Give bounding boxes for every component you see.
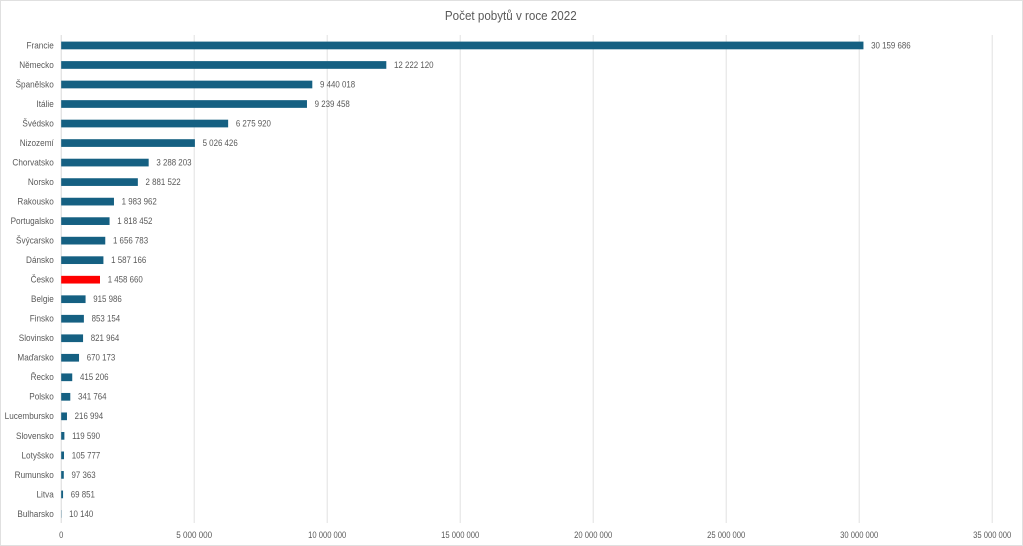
svg-text:Španělsko: Španělsko bbox=[16, 79, 54, 89]
svg-text:853 154: 853 154 bbox=[92, 313, 121, 324]
svg-text:30 000 000: 30 000 000 bbox=[840, 530, 878, 541]
svg-text:5 000 000: 5 000 000 bbox=[176, 530, 212, 541]
svg-text:1 587 166: 1 587 166 bbox=[111, 254, 146, 265]
svg-text:Švédsko: Švédsko bbox=[22, 118, 53, 128]
svg-text:Nizozemí: Nizozemí bbox=[20, 138, 55, 148]
svg-text:6 275 920: 6 275 920 bbox=[236, 117, 271, 128]
svg-text:119 590: 119 590 bbox=[72, 430, 100, 441]
svg-text:12 222 120: 12 222 120 bbox=[394, 59, 434, 70]
svg-text:1 983 962: 1 983 962 bbox=[122, 196, 157, 207]
svg-text:Dánsko: Dánsko bbox=[26, 255, 54, 265]
svg-text:Litva: Litva bbox=[37, 489, 54, 499]
svg-text:10 140: 10 140 bbox=[69, 508, 93, 519]
svg-text:Německo: Německo bbox=[19, 60, 54, 70]
svg-text:Lucembursko: Lucembursko bbox=[5, 411, 54, 421]
svg-text:9 440 018: 9 440 018 bbox=[320, 78, 355, 89]
svg-text:97 363: 97 363 bbox=[71, 469, 95, 480]
svg-text:Slovensko: Slovensko bbox=[16, 431, 54, 441]
svg-text:Počet pobytů v roce 2022: Počet pobytů v roce 2022 bbox=[445, 8, 577, 23]
svg-text:Itálie: Itálie bbox=[37, 99, 54, 109]
svg-text:1 818 452: 1 818 452 bbox=[117, 215, 152, 226]
svg-text:216 994: 216 994 bbox=[75, 410, 104, 421]
svg-text:5 026 426: 5 026 426 bbox=[203, 137, 238, 148]
svg-text:Chorvatsko: Chorvatsko bbox=[12, 157, 53, 167]
svg-text:20 000 000: 20 000 000 bbox=[574, 530, 612, 541]
svg-text:30 159 686: 30 159 686 bbox=[871, 39, 911, 50]
svg-text:0: 0 bbox=[59, 530, 63, 541]
svg-text:821 964: 821 964 bbox=[91, 332, 120, 343]
svg-text:9 239 458: 9 239 458 bbox=[315, 98, 350, 109]
svg-text:Portugalsko: Portugalsko bbox=[11, 216, 54, 226]
svg-text:Česko: Česko bbox=[31, 275, 54, 285]
svg-text:25 000 000: 25 000 000 bbox=[707, 530, 745, 541]
svg-text:Polsko: Polsko bbox=[29, 392, 54, 402]
svg-text:341 764: 341 764 bbox=[78, 391, 107, 402]
svg-text:69 851: 69 851 bbox=[71, 488, 95, 499]
svg-text:Rumunsko: Rumunsko bbox=[15, 470, 54, 480]
svg-text:Švýcarsko: Švýcarsko bbox=[16, 236, 54, 246]
svg-text:15 000 000: 15 000 000 bbox=[441, 530, 479, 541]
svg-text:35 000 000: 35 000 000 bbox=[973, 530, 1011, 541]
svg-text:Řecko: Řecko bbox=[31, 372, 54, 382]
svg-text:10 000 000: 10 000 000 bbox=[308, 530, 346, 541]
svg-text:915 986: 915 986 bbox=[93, 293, 122, 304]
svg-text:Rakousko: Rakousko bbox=[17, 197, 53, 207]
svg-text:Lotyšsko: Lotyšsko bbox=[22, 450, 54, 460]
svg-text:3 288 203: 3 288 203 bbox=[156, 156, 191, 167]
svg-text:1 656 783: 1 656 783 bbox=[113, 235, 148, 246]
svg-text:Finsko: Finsko bbox=[30, 314, 54, 324]
svg-text:Belgie: Belgie bbox=[31, 294, 54, 304]
svg-text:Slovinsko: Slovinsko bbox=[19, 333, 54, 343]
svg-text:Norsko: Norsko bbox=[28, 177, 54, 187]
svg-text:Bulharsko: Bulharsko bbox=[17, 509, 53, 519]
svg-text:1 458 660: 1 458 660 bbox=[108, 274, 143, 285]
svg-text:670 173: 670 173 bbox=[87, 352, 116, 363]
svg-text:105 777: 105 777 bbox=[72, 449, 101, 460]
svg-text:415 206: 415 206 bbox=[80, 371, 109, 382]
svg-text:2 881 522: 2 881 522 bbox=[146, 176, 181, 187]
svg-text:Maďarsko: Maďarsko bbox=[17, 353, 54, 363]
svg-text:Francie: Francie bbox=[27, 40, 54, 50]
